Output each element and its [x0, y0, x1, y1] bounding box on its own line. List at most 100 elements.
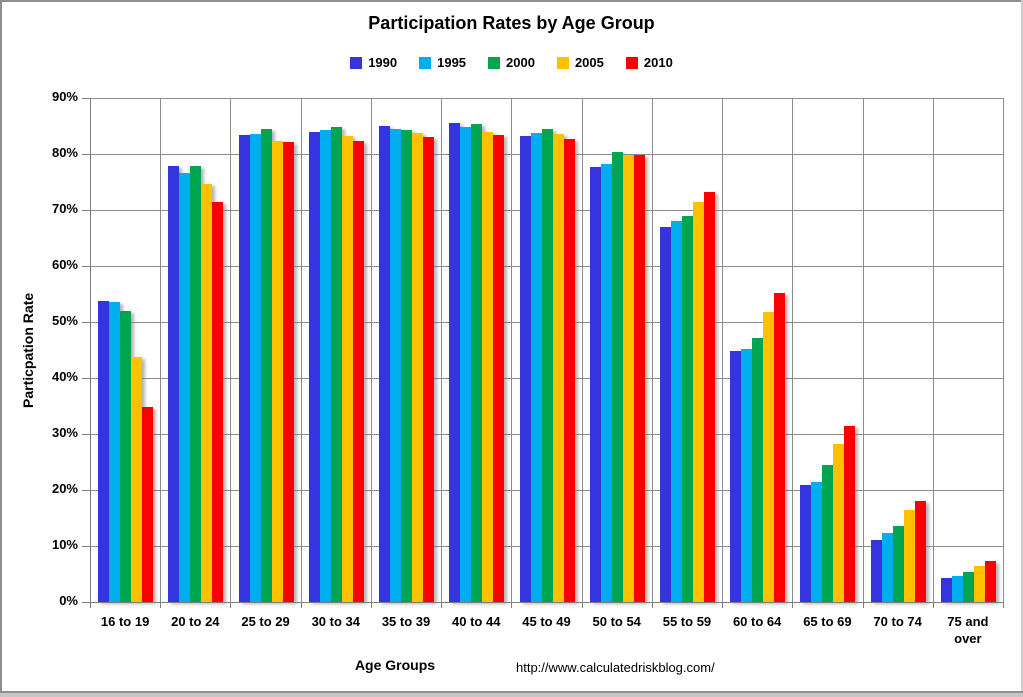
x-tick-mark — [370, 603, 372, 608]
bar-1995 — [319, 130, 331, 602]
bar-2005 — [271, 140, 283, 602]
bar-group-30-to-34 — [302, 98, 372, 602]
legend-label: 2005 — [574, 55, 604, 70]
y-tick-label: 70% — [51, 201, 78, 216]
bar-2000 — [330, 127, 342, 602]
x-tick-mark — [581, 603, 583, 608]
bar-group-60-to-64 — [723, 98, 794, 602]
bar-2000 — [892, 526, 904, 602]
bar-group-45-to-49 — [512, 98, 583, 602]
bar-group-20-to-24 — [161, 98, 232, 602]
bar-group-70-to-74 — [864, 98, 934, 602]
x-tick-mark — [792, 603, 794, 608]
bar-2010 — [212, 202, 224, 602]
x-category-label: 60 to 64 — [732, 614, 782, 629]
bar-1990 — [870, 539, 882, 602]
bar-2010 — [282, 142, 294, 602]
y-tick-mark — [82, 210, 90, 211]
legend-item: 2010 — [625, 55, 673, 70]
legend-label: 2000 — [506, 55, 535, 70]
bar-2000 — [962, 572, 974, 602]
legend-swatch-icon — [419, 56, 432, 69]
x-category-label: 70 to 74 — [873, 614, 922, 629]
y-tick-label: 0% — [59, 593, 78, 608]
x-category-label: 75 and over — [947, 614, 989, 646]
bar-2000 — [471, 123, 483, 602]
legend-swatch-icon — [625, 56, 638, 69]
bar-1990 — [98, 301, 110, 602]
bar-1995 — [881, 533, 893, 602]
x-tick-mark — [230, 603, 232, 608]
bar-1995 — [670, 220, 682, 602]
bar-1990 — [659, 226, 671, 602]
bar-2010 — [914, 501, 926, 602]
bar-1995 — [109, 302, 121, 602]
frame-border-bottom-band — [0, 693, 1023, 697]
y-tick-label: 80% — [51, 145, 78, 160]
bar-2010 — [423, 136, 435, 602]
x-category-label: 16 to 19 — [100, 614, 150, 629]
bar-1990 — [589, 167, 601, 602]
x-category-label: 25 to 29 — [241, 614, 290, 629]
y-tick-label: 20% — [51, 481, 78, 496]
bar-1990 — [238, 134, 250, 602]
legend-item: 2005 — [556, 55, 604, 70]
legend-label: 1990 — [368, 55, 398, 70]
x-tick-mark — [1003, 603, 1004, 608]
bar-2005 — [412, 133, 424, 602]
legend-swatch-icon — [556, 56, 569, 69]
bar-2005 — [201, 184, 213, 602]
bar-1990 — [730, 351, 742, 602]
bar-group-35-to-39 — [372, 98, 443, 602]
frame-border-left — [0, 0, 2, 697]
frame-border-top — [0, 0, 1023, 2]
y-tick-label: 60% — [51, 257, 78, 272]
bar-2005 — [622, 154, 634, 602]
legend-item: 1995 — [419, 55, 466, 70]
bar-group-40-to-44 — [442, 98, 513, 602]
bar-1995 — [530, 133, 542, 602]
bar-2010 — [352, 140, 364, 602]
x-category-label: 65 to 69 — [803, 614, 852, 629]
bar-2005 — [763, 312, 775, 602]
bar-1995 — [460, 126, 472, 602]
bar-2000 — [822, 464, 834, 602]
y-tick-mark — [82, 546, 90, 547]
legend-swatch-icon — [488, 56, 501, 69]
y-tick-mark — [82, 490, 90, 491]
x-tick-mark — [300, 603, 302, 608]
bar-2005 — [973, 566, 985, 602]
y-tick-mark — [82, 434, 90, 435]
bar-2000 — [260, 128, 272, 602]
legend-item: 2000 — [488, 55, 535, 70]
bar-2010 — [142, 406, 154, 602]
bar-1995 — [179, 173, 191, 602]
y-tick-mark — [82, 322, 90, 323]
bar-2005 — [903, 509, 915, 602]
bar-group-65-to-69 — [793, 98, 864, 602]
x-tick-mark — [932, 603, 934, 608]
legend-swatch-icon — [350, 56, 363, 69]
frame-border-right — [1021, 0, 1023, 697]
y-tick-label: 90% — [51, 89, 78, 104]
y-tick-mark — [82, 602, 90, 603]
y-tick-mark — [82, 378, 90, 379]
bar-2010 — [493, 134, 505, 602]
y-tick-label: 30% — [51, 425, 78, 440]
source-url: http://www.calculatedriskblog.com/ — [516, 660, 715, 675]
bar-1990 — [800, 484, 812, 602]
x-tick-mark — [441, 603, 443, 608]
x-category-label: 35 to 39 — [381, 614, 431, 629]
bar-2000 — [401, 129, 413, 602]
legend-label: 2010 — [643, 55, 673, 70]
bar-2010 — [844, 425, 856, 602]
bar-2010 — [703, 191, 715, 602]
bar-2010 — [984, 560, 996, 602]
bar-2000 — [681, 215, 693, 602]
bar-2010 — [633, 155, 645, 602]
legend-label: 1995 — [437, 55, 467, 70]
gridline-90 — [91, 98, 1004, 99]
bar-2005 — [552, 134, 564, 602]
x-category-label: 30 to 34 — [311, 614, 360, 629]
